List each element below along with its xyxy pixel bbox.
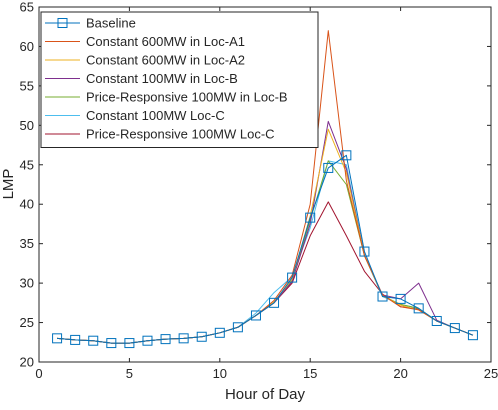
data-point-baseline bbox=[106, 338, 117, 349]
data-point-baseline bbox=[232, 322, 243, 333]
axes-box bbox=[38, 6, 492, 363]
y-tick-label: 45 bbox=[20, 157, 34, 172]
data-point-baseline bbox=[142, 335, 153, 346]
data-point-baseline bbox=[269, 297, 280, 308]
data-point-baseline bbox=[413, 303, 424, 314]
data-point-baseline bbox=[214, 327, 225, 338]
axes-layer: 0 5 10 15 20 25 20 25 30 35 40 45 50 55 60 65 bbox=[20, 0, 498, 381]
x-axis-title: Hour of Day bbox=[225, 386, 306, 403]
data-point-baseline bbox=[323, 162, 334, 173]
data-point-baseline bbox=[359, 246, 370, 257]
x-tick-label: 25 bbox=[484, 366, 498, 381]
legend-label: Constant 100MW Loc-C bbox=[86, 108, 225, 123]
data-point-baseline bbox=[250, 310, 261, 321]
legend-label: Price-Responsive 100MW in Loc-B bbox=[86, 90, 288, 105]
data-point-baseline bbox=[467, 330, 478, 341]
data-point-baseline bbox=[88, 335, 99, 346]
data-point-baseline bbox=[52, 333, 63, 344]
y-tick-label: 35 bbox=[20, 236, 34, 251]
data-point-baseline bbox=[70, 334, 81, 345]
data-point-baseline bbox=[287, 272, 298, 283]
data-point-baseline bbox=[196, 331, 207, 342]
legend-label: Constant 600MW in Loc-A1 bbox=[86, 34, 245, 49]
y-tick-label: 60 bbox=[20, 39, 34, 54]
data-point-baseline bbox=[124, 338, 135, 349]
legend-label: Price-Responsive 100MW Loc-C bbox=[86, 127, 275, 142]
data-point-baseline bbox=[395, 293, 406, 304]
data-point-baseline bbox=[377, 291, 388, 302]
x-tick-label: 5 bbox=[126, 366, 133, 381]
x-tick-label: 10 bbox=[213, 366, 227, 381]
series-line-baseline bbox=[57, 154, 474, 344]
data-point-baseline bbox=[431, 315, 442, 326]
x-tick-label: 20 bbox=[393, 366, 407, 381]
y-tick-label: 55 bbox=[20, 78, 34, 93]
legend-label: Constant 600MW in Loc-A2 bbox=[86, 53, 245, 68]
x-tick-label: 0 bbox=[35, 366, 42, 381]
y-tick-label: 30 bbox=[20, 276, 34, 291]
y-tick-label: 40 bbox=[20, 197, 34, 212]
data-point-baseline bbox=[341, 150, 352, 161]
data-point-baseline bbox=[178, 333, 189, 344]
data-point-baseline bbox=[449, 323, 460, 334]
y-tick-label: 20 bbox=[20, 355, 34, 370]
data-point-baseline bbox=[305, 212, 316, 223]
y-tick-label: 50 bbox=[20, 118, 34, 133]
legend-marker bbox=[57, 18, 68, 28]
legend-label: Baseline bbox=[86, 16, 136, 31]
legend-label: Constant 100MW in Loc-B bbox=[86, 71, 238, 86]
y-axis-title: LMP bbox=[0, 169, 17, 200]
series-layer bbox=[52, 30, 478, 349]
legend-box bbox=[40, 11, 319, 148]
y-tick-label: 65 bbox=[20, 0, 34, 15]
legend: Baseline Constant 600MW in Loc-A1 Constant… bbox=[40, 11, 319, 148]
x-tick-label: 15 bbox=[303, 366, 317, 381]
data-point-baseline bbox=[160, 334, 171, 345]
y-tick-label: 25 bbox=[20, 315, 34, 330]
